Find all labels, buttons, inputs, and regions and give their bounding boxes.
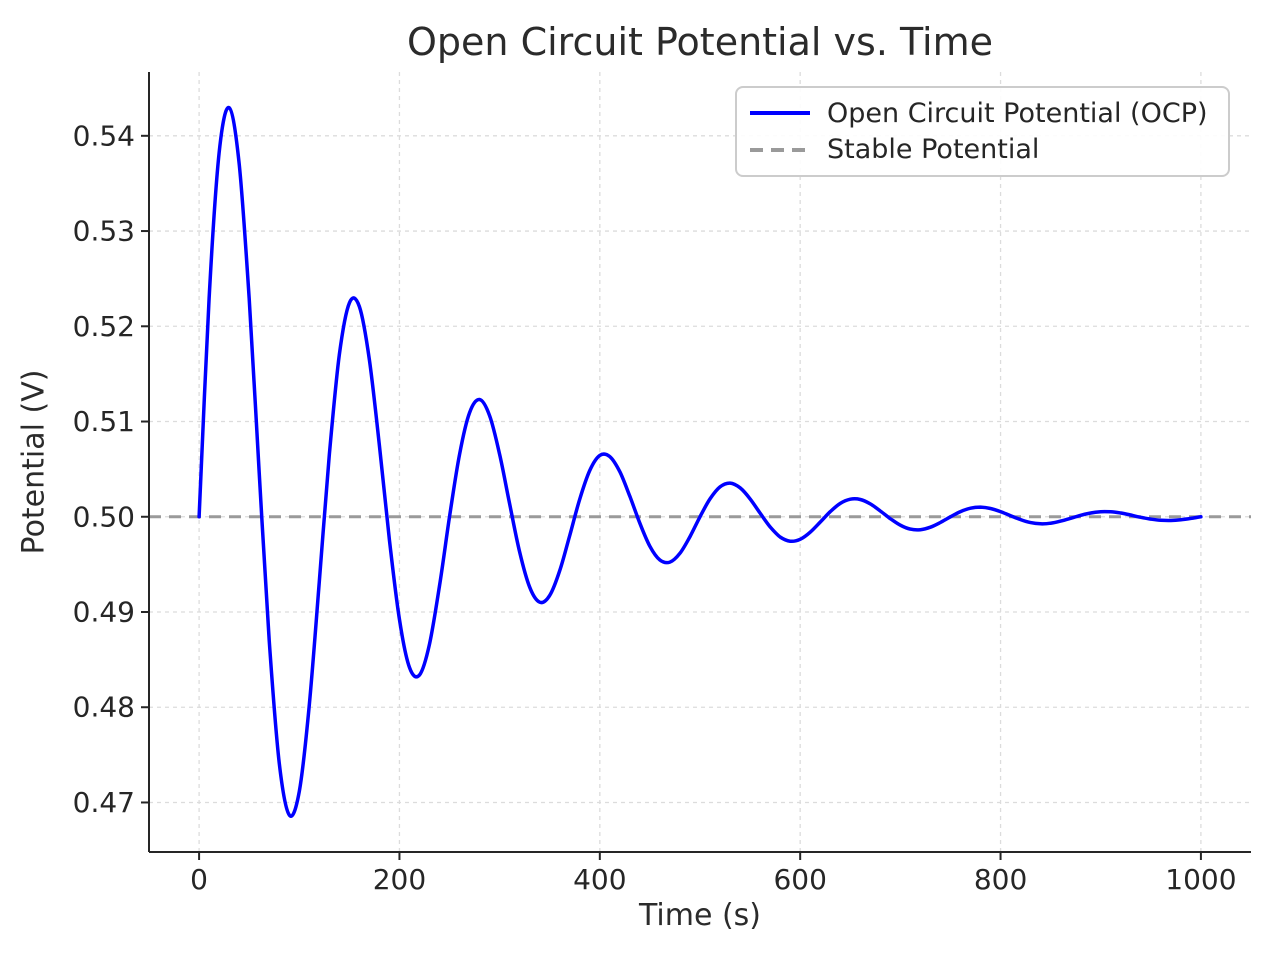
ocp-line-sample-icon — [750, 111, 810, 116]
y-tick-label: 0.54 — [73, 119, 135, 152]
x-tick-label: 1000 — [1165, 863, 1236, 896]
gridlines — [149, 72, 1251, 852]
y-tick-label: 0.53 — [73, 215, 135, 248]
x-tick-label: 600 — [773, 863, 826, 896]
y-tick-label: 0.51 — [73, 405, 135, 438]
ocp-curve — [197, 105, 1203, 818]
tick-labels: 0 200 400 600 800 1000 0.47 0.48 0.49 0.50 0.51 0.5… — [73, 119, 1237, 895]
y-tick-label: 0.50 — [73, 500, 135, 533]
y-tick-label: 0.47 — [73, 786, 135, 819]
legend: Open Circuit Potential (OCP) Stable Pote… — [735, 86, 1230, 177]
y-axis-label: Potential (V) — [16, 369, 52, 555]
x-tick-label: 800 — [974, 863, 1027, 896]
chart-title: Open Circuit Potential vs. Time — [407, 20, 993, 64]
x-tick-label: 0 — [190, 863, 208, 896]
stable-line-sample-icon — [750, 147, 810, 152]
legend-item-ocp: Open Circuit Potential (OCP) — [749, 98, 1216, 129]
x-tick-label: 400 — [573, 863, 626, 896]
legend-label-ocp: Open Circuit Potential (OCP) — [827, 97, 1208, 129]
legend-item-stable: Stable Potential — [749, 134, 1216, 165]
ocp-curve-path — [197, 105, 1203, 818]
y-tick-label: 0.49 — [73, 596, 135, 629]
y-tick-label: 0.52 — [73, 310, 135, 343]
axis-spines — [148, 72, 1251, 853]
axis-ticks — [141, 134, 1202, 860]
x-tick-label: 200 — [373, 863, 426, 896]
y-tick-label: 0.48 — [73, 691, 135, 724]
x-axis-label: Time (s) — [639, 898, 761, 933]
legend-label-stable: Stable Potential — [827, 134, 1040, 166]
